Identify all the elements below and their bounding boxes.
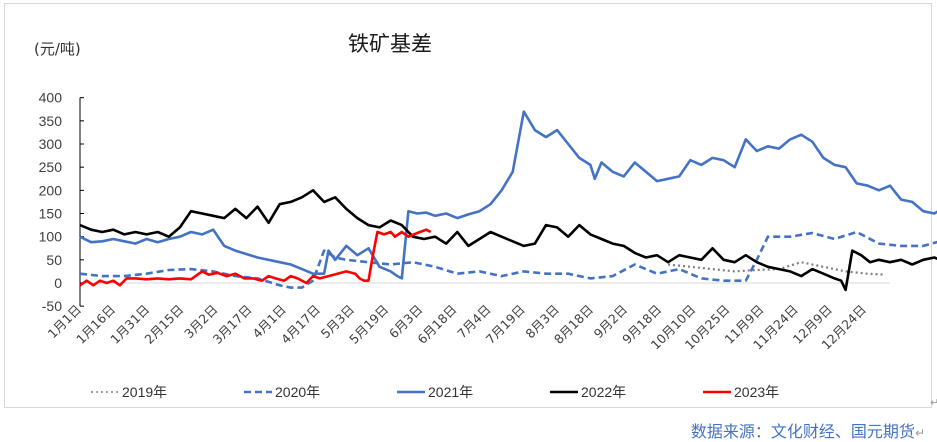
y-tick-label: 300 [39, 136, 63, 152]
y-tick-label: 200 [39, 182, 63, 198]
series-line-2020 [79, 230, 937, 289]
chart-frame [4, 3, 932, 408]
legend-item-2019: 2019年 [90, 382, 243, 402]
return-mark: ↵ [930, 396, 937, 409]
y-tick-label: 150 [39, 206, 63, 222]
y-tick-label: 50 [46, 252, 62, 268]
chart-title: 铁矿基差 [348, 32, 432, 56]
y-axis-unit-label: (元/吨) [34, 40, 81, 58]
legend-item-2021: 2021年 [396, 382, 549, 402]
y-tick-label: -50 [42, 298, 62, 314]
y-tick-label: 350 [39, 113, 63, 129]
series-line-2021 [79, 110, 937, 280]
legend-swatch-icon [550, 390, 578, 394]
legend: 2019年 2020年 2021年 2022年 2023年 [90, 382, 890, 402]
y-tick-label: 250 [39, 159, 63, 175]
series-line-2023 [79, 228, 432, 287]
legend-label: 2023年 [734, 384, 780, 400]
source-text: 数据来源：文化财经、国元期货 [690, 422, 915, 441]
legend-label: 2021年 [428, 384, 474, 400]
legend-label: 2022年 [581, 384, 627, 400]
y-axis: 400 350 300 250 200 150 100 50 0 -50 [39, 90, 890, 314]
y-tick-label: 0 [54, 275, 62, 291]
line-chart: 400 350 300 250 200 150 100 50 0 -50 1月1日1月16日1月3… [39, 90, 937, 353]
legend-swatch-icon [397, 390, 425, 394]
legend-label: 2020年 [275, 384, 321, 400]
legend-item-2023: 2023年 [702, 382, 822, 402]
x-axis: 1月1日1月16日1月31日2月15日3月2日3月17日4月1日4月17日5月3… [45, 302, 870, 353]
y-tick-label: 100 [39, 229, 63, 245]
series-line-2022 [79, 189, 937, 292]
legend-swatch-icon [703, 390, 731, 394]
legend-item-2022: 2022年 [549, 382, 702, 402]
legend-item-2020: 2020年 [243, 382, 396, 402]
legend-label: 2019年 [122, 384, 168, 400]
legend-swatch-icon [244, 390, 272, 394]
return-mark: ↵ [914, 426, 925, 440]
legend-swatch-icon [91, 391, 119, 393]
y-tick-label: 400 [39, 90, 63, 106]
series-group [79, 110, 937, 292]
data-source-caption: 数据来源：文化财经、国元期货↵ [691, 418, 925, 442]
